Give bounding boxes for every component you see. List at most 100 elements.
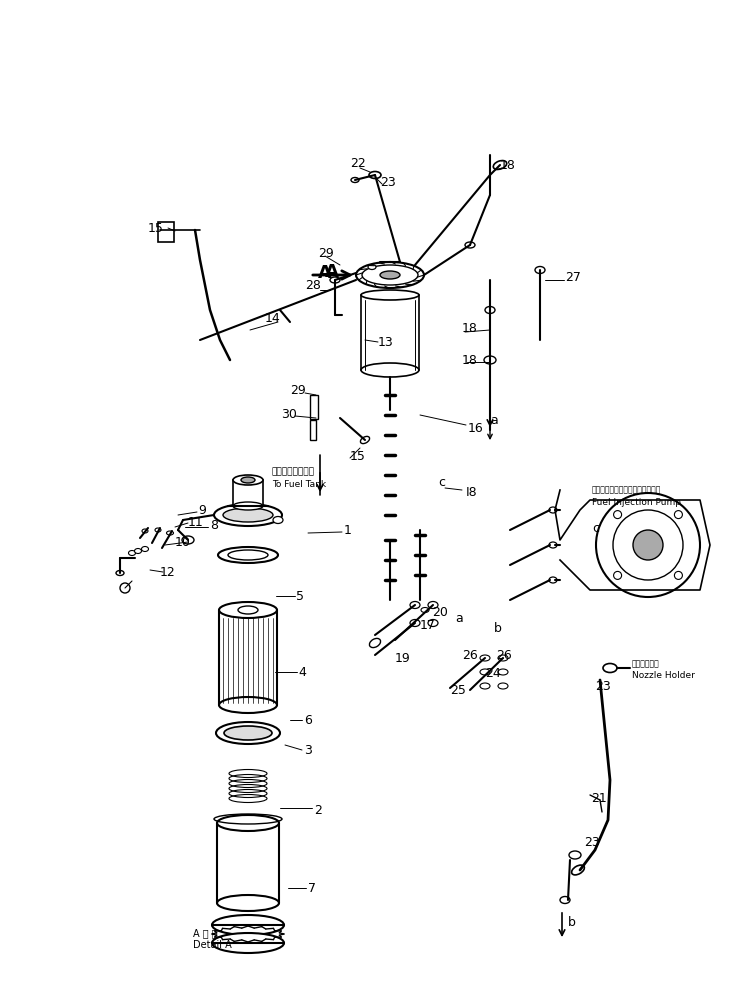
Ellipse shape (361, 363, 419, 377)
Ellipse shape (128, 551, 136, 556)
Ellipse shape (116, 571, 124, 576)
Polygon shape (555, 490, 710, 590)
Ellipse shape (362, 265, 418, 285)
Text: 18: 18 (462, 322, 478, 335)
Text: 4: 4 (298, 665, 306, 678)
Ellipse shape (224, 726, 272, 740)
Text: フュエルタンクへ: フュエルタンクへ (272, 467, 315, 476)
Text: Detail A: Detail A (193, 940, 231, 950)
Circle shape (614, 572, 621, 580)
Ellipse shape (134, 549, 142, 554)
Text: 18: 18 (462, 354, 478, 367)
Text: 5: 5 (296, 590, 304, 603)
Text: 2: 2 (314, 804, 322, 817)
Text: 10: 10 (175, 536, 191, 549)
Circle shape (120, 583, 130, 593)
Ellipse shape (569, 851, 581, 859)
Ellipse shape (485, 307, 495, 314)
Text: 1: 1 (344, 524, 352, 537)
Circle shape (674, 511, 682, 519)
Ellipse shape (361, 290, 419, 300)
Text: 29: 29 (290, 383, 306, 396)
Text: 24: 24 (485, 666, 501, 679)
Ellipse shape (233, 502, 263, 510)
Text: 8: 8 (210, 519, 218, 532)
Text: 17: 17 (420, 619, 436, 631)
Text: I8: I8 (466, 485, 477, 499)
Ellipse shape (167, 531, 173, 535)
Text: 13: 13 (378, 336, 394, 349)
Text: フュエルインジェクションポンプ: フュエルインジェクションポンプ (592, 485, 661, 494)
Text: 22: 22 (350, 156, 366, 169)
Ellipse shape (351, 177, 359, 182)
Circle shape (614, 511, 621, 519)
Ellipse shape (369, 171, 381, 178)
Text: 26: 26 (462, 648, 478, 661)
Ellipse shape (498, 655, 508, 661)
Ellipse shape (480, 655, 490, 661)
Text: ノズルホルダ: ノズルホルダ (632, 659, 660, 668)
Text: 15: 15 (350, 449, 366, 462)
Ellipse shape (238, 606, 258, 614)
Ellipse shape (549, 542, 557, 548)
Text: 15: 15 (148, 221, 164, 234)
Ellipse shape (560, 896, 570, 903)
Ellipse shape (410, 620, 420, 626)
Ellipse shape (273, 517, 283, 524)
Ellipse shape (241, 477, 255, 483)
Ellipse shape (360, 436, 369, 443)
Ellipse shape (535, 267, 545, 274)
Text: A: A (318, 264, 332, 282)
Text: a: a (455, 612, 463, 624)
Text: 30: 30 (281, 407, 297, 420)
Ellipse shape (428, 602, 438, 609)
Text: c: c (438, 475, 445, 488)
Ellipse shape (219, 697, 277, 713)
Bar (233, 480, 263, 506)
Ellipse shape (572, 866, 584, 874)
Text: 9: 9 (198, 504, 206, 517)
Text: b: b (494, 622, 502, 634)
Ellipse shape (368, 265, 376, 270)
Ellipse shape (493, 160, 507, 169)
Circle shape (596, 493, 700, 597)
Ellipse shape (549, 507, 557, 513)
Ellipse shape (380, 271, 400, 279)
Ellipse shape (219, 602, 277, 618)
Ellipse shape (428, 620, 438, 626)
Ellipse shape (480, 669, 490, 675)
Text: 3: 3 (304, 743, 312, 757)
Ellipse shape (480, 683, 490, 689)
Text: 23: 23 (584, 837, 599, 850)
Ellipse shape (369, 638, 381, 647)
Text: 28: 28 (305, 279, 321, 292)
Text: 14: 14 (265, 312, 280, 325)
Ellipse shape (421, 608, 429, 613)
Ellipse shape (142, 529, 148, 533)
Ellipse shape (216, 722, 280, 744)
Text: 18: 18 (500, 158, 516, 171)
Text: 29: 29 (318, 246, 334, 260)
Text: 11: 11 (188, 516, 204, 529)
Ellipse shape (212, 915, 284, 935)
Text: A 詳 細: A 詳 細 (193, 928, 218, 938)
Text: A: A (325, 263, 339, 281)
Text: 21: 21 (591, 792, 607, 805)
Ellipse shape (214, 504, 282, 526)
Text: b: b (568, 915, 576, 928)
Text: 27: 27 (565, 271, 581, 284)
Text: 20: 20 (432, 606, 448, 619)
Ellipse shape (603, 663, 617, 672)
Ellipse shape (465, 242, 475, 248)
Ellipse shape (182, 536, 194, 544)
Text: 23: 23 (595, 679, 611, 692)
Circle shape (674, 572, 682, 580)
Bar (310, 420, 316, 440)
Text: 6: 6 (304, 713, 312, 726)
Ellipse shape (410, 602, 420, 609)
Ellipse shape (217, 815, 279, 831)
Text: 23: 23 (380, 175, 396, 188)
Ellipse shape (484, 356, 496, 364)
Ellipse shape (498, 683, 508, 689)
Ellipse shape (330, 277, 340, 283)
